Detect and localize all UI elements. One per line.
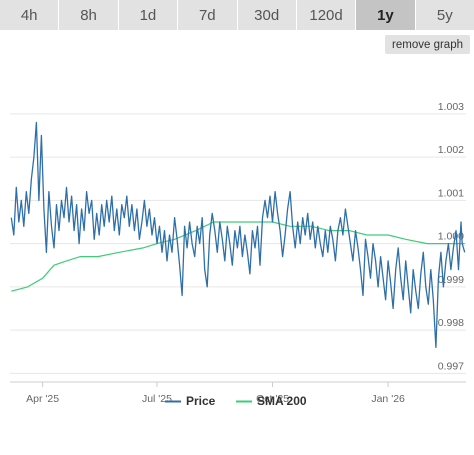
y-tick-label: 0.997 — [438, 360, 464, 372]
legend-item-sma-200-label[interactable]: SMA 200 — [257, 394, 307, 408]
remove-graph-button[interactable]: remove graph — [385, 35, 470, 54]
tab-7d[interactable]: 7d — [178, 0, 238, 30]
tab-30d[interactable]: 30d — [237, 0, 297, 30]
legend: Price SMA 200 — [165, 394, 307, 408]
y-tick-label: 0.999 — [438, 274, 464, 286]
x-tick-label: Jul '25 — [142, 393, 172, 405]
y-tick-label: 1.001 — [438, 187, 464, 199]
y-tick-label: 1.003 — [438, 101, 464, 113]
x-tick-label: Oct '25 — [256, 393, 289, 405]
y-tick-label: 1.000 — [438, 231, 464, 243]
price-series-line — [10, 121, 466, 349]
tab-8h[interactable]: 8h — [59, 0, 119, 30]
sma-200-series-line — [11, 221, 465, 292]
tab-120d[interactable]: 120d — [296, 0, 357, 30]
tab-4h[interactable]: 4h — [0, 0, 60, 30]
tab-1y[interactable]: 1y — [356, 0, 416, 30]
x-axis-ticks: Apr '25 Jul '25 Oct '25 Jan '26 — [26, 382, 405, 405]
y-axis-ticks: 0.997 0.998 0.999 1.000 1.001 1.002 1.003 — [438, 101, 464, 372]
tab-1d[interactable]: 1d — [118, 0, 179, 30]
series-lines — [10, 121, 466, 349]
legend-item-price-label[interactable]: Price — [186, 394, 216, 408]
x-tick-label: Jan '26 — [371, 393, 405, 405]
y-tick-label: 0.998 — [438, 317, 464, 329]
tab-5y[interactable]: 5y — [415, 0, 474, 30]
range-tabs: 4h 8h 1d 7d 30d 120d 1y 5y — [0, 0, 474, 30]
x-tick-label: Apr '25 — [26, 393, 59, 405]
y-tick-label: 1.002 — [438, 144, 464, 156]
